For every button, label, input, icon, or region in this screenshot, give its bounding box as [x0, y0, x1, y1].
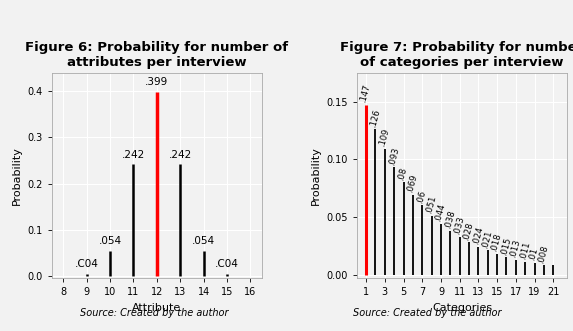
Text: .242: .242 [122, 150, 145, 160]
Text: .093: .093 [387, 146, 401, 166]
Text: .013: .013 [508, 238, 522, 259]
Title: Figure 7: Probability for number
of categories per interview: Figure 7: Probability for number of cate… [340, 41, 573, 69]
Text: .018: .018 [490, 232, 503, 253]
Text: .011: .011 [518, 241, 531, 261]
Y-axis label: Probability: Probability [311, 146, 321, 205]
Text: .044: .044 [434, 203, 447, 223]
Title: Figure 6: Probability for number of
attributes per interview: Figure 6: Probability for number of attr… [25, 41, 288, 69]
Text: .008: .008 [536, 244, 550, 264]
Text: .06: .06 [415, 189, 427, 204]
Text: .147: .147 [359, 84, 372, 104]
Text: Source: Created by the author: Source: Created by the author [80, 308, 229, 318]
Text: .C04: .C04 [74, 259, 99, 269]
Text: .054: .054 [99, 236, 121, 246]
Text: .069: .069 [406, 174, 419, 194]
Text: .01: .01 [527, 247, 539, 262]
Text: .054: .054 [192, 236, 215, 246]
Y-axis label: Probability: Probability [11, 146, 22, 205]
X-axis label: Attribute: Attribute [132, 303, 182, 312]
Text: .08: .08 [397, 166, 409, 181]
X-axis label: Categories: Categories [432, 303, 492, 312]
Text: .015: .015 [499, 236, 513, 256]
Text: .C04: .C04 [215, 259, 239, 269]
Text: .399: .399 [145, 77, 168, 87]
Text: Source: Created by the author: Source: Created by the author [352, 308, 501, 318]
Text: .126: .126 [368, 108, 382, 128]
Text: .038: .038 [443, 209, 457, 230]
Text: .024: .024 [471, 226, 485, 246]
Text: .242: .242 [168, 150, 192, 160]
Text: .028: .028 [462, 221, 475, 241]
Text: .109: .109 [378, 128, 391, 148]
Text: .033: .033 [453, 215, 466, 235]
Text: .021: .021 [481, 229, 494, 249]
Text: .051: .051 [425, 195, 438, 214]
